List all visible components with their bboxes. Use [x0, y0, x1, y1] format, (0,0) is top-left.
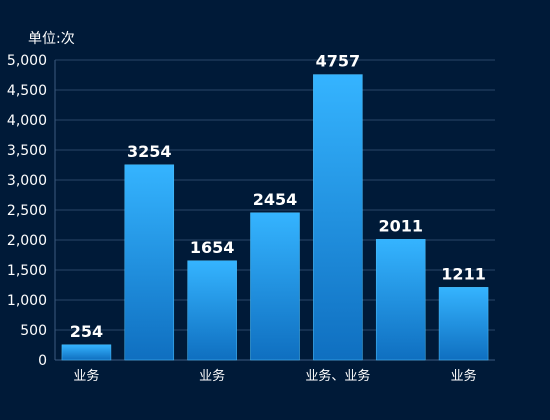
- y-tick-label: 2,500: [7, 203, 47, 219]
- bar-value-label: 2011: [378, 216, 423, 235]
- y-tick-label: 4,000: [7, 113, 47, 129]
- y-tick-label: 0: [38, 353, 47, 369]
- bar: [187, 260, 237, 361]
- bar: [313, 74, 363, 361]
- unit-label: 单位:次: [28, 31, 75, 47]
- bar-value-label: 254: [70, 322, 103, 341]
- x-tick-label: 业务、业务: [305, 368, 370, 384]
- data-labels: 254 3254 1654 2454 4757 2011 1211: [70, 52, 486, 341]
- y-tick-label: 3,500: [7, 143, 47, 159]
- bars: [61, 74, 489, 361]
- bar-value-label: 1211: [441, 264, 486, 283]
- bar: [61, 344, 112, 361]
- bar-value-label: 1654: [190, 238, 235, 257]
- bar-value-label: 2454: [253, 190, 298, 209]
- y-tick-label: 2,000: [7, 233, 47, 249]
- bar: [124, 164, 175, 361]
- y-tick-label: 500: [20, 323, 47, 339]
- bar: [375, 239, 426, 361]
- x-tick-label: 业务: [199, 368, 225, 384]
- y-tick-label: 5,000: [7, 53, 47, 69]
- bar: [438, 287, 489, 361]
- y-tick-label: 3,000: [7, 173, 47, 189]
- y-tick-label: 1,500: [7, 263, 47, 279]
- y-tick-label: 1,000: [7, 293, 47, 309]
- bar: [250, 212, 300, 361]
- bar-value-label: 4757: [316, 52, 361, 71]
- bar-value-label: 3254: [127, 142, 172, 161]
- x-tick-label: 业务: [451, 368, 477, 384]
- x-tick-label: 业务: [73, 368, 99, 384]
- y-tick-label: 4,500: [7, 83, 47, 99]
